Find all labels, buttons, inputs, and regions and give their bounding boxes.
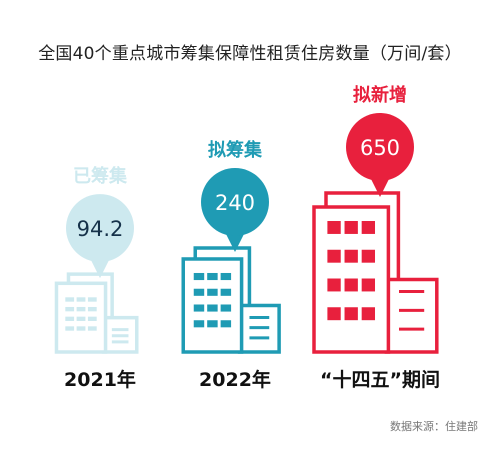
- bar-group-1: 240 拟筹集 2022年: [181, 139, 281, 391]
- bubble-circle: [346, 113, 414, 181]
- status-label-2: 拟新增: [353, 84, 407, 106]
- window: [87, 297, 97, 302]
- category-label-0: 2021年: [64, 368, 136, 391]
- category-label-1: 2022年: [199, 368, 271, 391]
- window: [87, 306, 97, 312]
- value-label-1: 240: [215, 191, 255, 215]
- window: [87, 316, 97, 322]
- window: [193, 320, 205, 328]
- window: [76, 326, 86, 331]
- window: [76, 306, 86, 312]
- window: [193, 288, 205, 296]
- window: [65, 316, 75, 322]
- building-roof-1: [193, 246, 252, 306]
- window: [327, 278, 341, 292]
- window: [65, 306, 75, 312]
- building-tower-0: [54, 281, 108, 354]
- value-bubble-2: 650: [346, 113, 414, 197]
- source-note: 数据来源：住建部: [390, 420, 478, 433]
- window: [344, 307, 358, 321]
- bar-group-0: 94.2 已筹集 2021年: [54, 165, 139, 391]
- window: [344, 249, 358, 263]
- window: [361, 307, 376, 321]
- window: [220, 320, 232, 328]
- window: [193, 304, 205, 312]
- value-label-0: 94.2: [77, 217, 124, 241]
- building-roof-2: [324, 191, 401, 280]
- chart-title: 全国40个重点城市筹集保障性租赁住房数量（万间/套）: [38, 44, 462, 64]
- window: [220, 288, 232, 296]
- window: [207, 288, 218, 296]
- window: [65, 297, 75, 302]
- building-roof-0: [66, 272, 114, 318]
- window: [327, 249, 341, 263]
- window: [220, 304, 232, 312]
- bubble-circle: [201, 167, 269, 236]
- status-label-1: 拟筹集: [208, 139, 263, 161]
- window: [207, 304, 218, 312]
- window: [207, 320, 218, 328]
- window: [344, 278, 358, 292]
- window: [65, 326, 75, 331]
- window: [207, 272, 218, 281]
- value-bubble-0: 94.2: [66, 194, 134, 279]
- bubble-circle: [66, 194, 134, 263]
- category-label-2: “十四五”期间: [320, 368, 440, 391]
- window: [327, 221, 341, 234]
- status-label-0: 已筹集: [73, 165, 128, 187]
- window: [327, 307, 341, 321]
- value-label-2: 650: [360, 136, 400, 160]
- window: [220, 272, 232, 281]
- window: [361, 221, 376, 234]
- value-bubble-1: 240: [201, 167, 269, 252]
- window: [361, 249, 376, 263]
- window: [76, 316, 86, 322]
- window: [193, 272, 205, 281]
- window: [76, 297, 86, 302]
- window: [87, 326, 97, 331]
- bar-group-2: 650 拟新增 “十四五”期间: [312, 84, 440, 391]
- window: [361, 278, 376, 292]
- window: [344, 221, 358, 234]
